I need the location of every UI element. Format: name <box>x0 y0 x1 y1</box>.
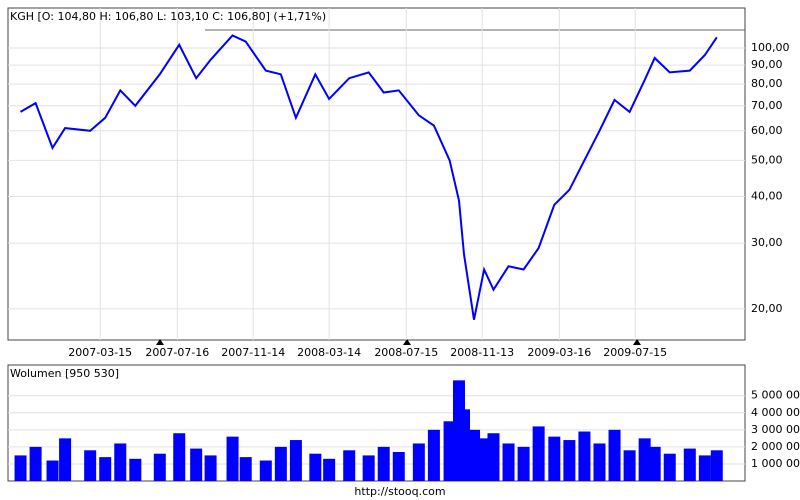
price-panel <box>7 7 746 341</box>
y-tick-label: 90,00 <box>751 58 783 71</box>
volume-bar <box>392 452 405 481</box>
y-tick-label: 70,00 <box>751 99 783 112</box>
y-tick-label: 50,00 <box>751 153 783 166</box>
volume-bar <box>114 443 127 481</box>
volume-bar <box>99 457 112 481</box>
x-tick-label: 2009-07-15 <box>603 346 667 359</box>
volume-bar <box>323 458 336 481</box>
y-tick-label: 80,00 <box>751 77 783 90</box>
volume-bar <box>502 443 515 481</box>
volume-bar <box>663 453 676 481</box>
volume-bar <box>608 429 621 481</box>
panel-title: KGH [O: 104,80 H: 106,80 L: 103,10 C: 10… <box>10 10 326 23</box>
y-tick-label: 1 000 000 <box>751 457 800 470</box>
volume-bar <box>532 426 545 481</box>
volume-bar <box>623 450 636 481</box>
volume-bar <box>153 453 166 481</box>
volume-bar <box>638 438 651 481</box>
volume-bar <box>239 457 252 481</box>
volume-bar <box>517 446 530 481</box>
x-tick-label: 2007-07-16 <box>145 346 209 359</box>
volume-bar <box>548 436 561 481</box>
volume-bar <box>412 443 425 481</box>
x-tick-label: 2007-11-14 <box>221 346 285 359</box>
volume-bar <box>343 450 356 481</box>
y-tick-label: 2 000 000 <box>751 440 800 453</box>
panel-title: Wolumen [950 530] <box>10 367 119 380</box>
volume-bar <box>84 450 97 481</box>
y-tick-label: 4 000 000 <box>751 406 800 419</box>
y-tick-label: 40,00 <box>751 189 783 202</box>
volume-bar <box>457 409 470 481</box>
volume-bar <box>443 421 456 481</box>
volume-bar <box>377 446 390 481</box>
y-tick-label: 60,00 <box>751 124 783 137</box>
footer: http://stooq.com <box>354 485 445 498</box>
volume-bar <box>683 448 696 481</box>
volume-bar <box>710 450 723 481</box>
volume-panel <box>7 364 746 482</box>
volume-bar <box>593 443 606 481</box>
volume-bar <box>427 429 440 481</box>
volume-bar <box>478 438 491 481</box>
volume-bar <box>648 446 661 481</box>
volume-bar <box>226 436 239 481</box>
volume-bar <box>468 429 481 481</box>
y-tick-label: 30,00 <box>751 236 783 249</box>
volume-bar <box>362 455 375 481</box>
volume-bar <box>14 455 27 481</box>
volume-bar <box>259 460 272 481</box>
volume-bar <box>173 433 186 481</box>
y-tick-label: 5 000 000 <box>751 389 800 402</box>
x-tick-label: 2008-11-13 <box>450 346 514 359</box>
volume-bar <box>563 440 576 481</box>
volume-bar <box>46 460 59 481</box>
x-tick-label: 2008-07-15 <box>374 346 438 359</box>
volume-bar <box>204 455 217 481</box>
volume-bar <box>129 458 142 481</box>
x-tick-label: 2009-03-16 <box>527 346 591 359</box>
y-tick-label: 3 000 000 <box>751 423 800 436</box>
x-tick-label: 2007-03-15 <box>68 346 132 359</box>
y-tick-label: 20,00 <box>751 302 783 315</box>
y-tick-label: 100,00 <box>751 41 790 54</box>
volume-bar <box>309 453 322 481</box>
volume-bar <box>59 438 72 481</box>
volume-bar <box>698 455 711 481</box>
volume-bar <box>190 448 203 481</box>
volume-bar <box>487 433 500 481</box>
volume-bar <box>274 446 287 481</box>
volume-bar <box>578 431 591 481</box>
x-tick-label: 2008-03-14 <box>297 346 361 359</box>
price-line <box>19 34 718 320</box>
volume-bar <box>29 446 42 481</box>
volume-bar <box>289 440 302 481</box>
